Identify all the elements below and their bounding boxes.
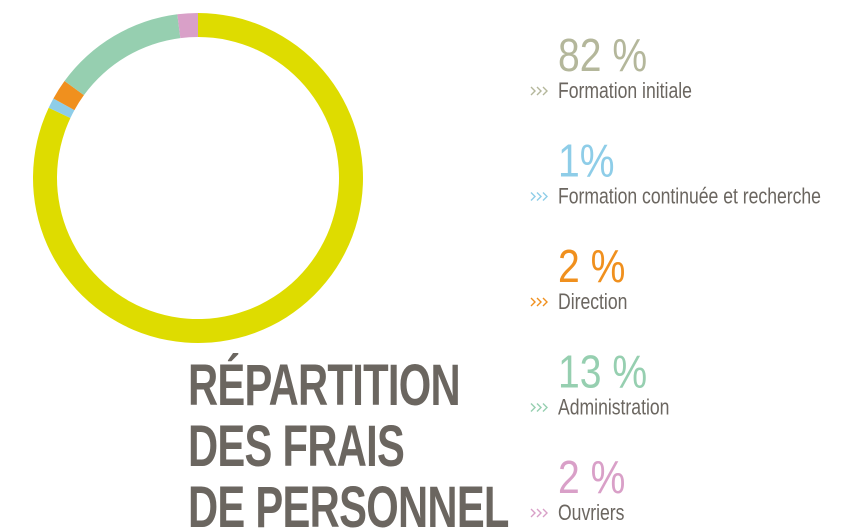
category-label: Direction — [558, 290, 627, 314]
chevron — [542, 86, 548, 96]
legend-name: Ouvriers — [558, 501, 624, 525]
chevron — [536, 403, 542, 412]
legend: 82 %Formation initiale 1%Formation contin… — [530, 30, 821, 526]
value-label: 1% — [558, 136, 615, 188]
legend-value: 2 % — [558, 452, 625, 504]
chevron — [536, 297, 542, 307]
title-line: DES FRAIS — [188, 413, 404, 478]
category-label: Ouvriers — [558, 501, 624, 525]
category-label: Formation initiale — [558, 79, 692, 103]
chevron — [542, 508, 548, 518]
legend-value: 2 % — [558, 241, 625, 293]
chevron — [530, 192, 536, 201]
title-line: DE PERSONNEL — [188, 474, 509, 531]
category-label: Formation continuée et recherche — [558, 185, 821, 209]
donut-segment — [64, 14, 181, 96]
value-label: 2 % — [558, 452, 625, 504]
category-label: Administration — [558, 396, 669, 420]
donut-segment — [48, 98, 75, 118]
chevron — [530, 297, 536, 307]
chevron — [542, 297, 548, 307]
chevron — [542, 192, 548, 201]
chevron — [536, 192, 542, 201]
donut-segment — [177, 13, 198, 39]
chevron — [536, 86, 542, 96]
legend-name: Formation continuée et recherche — [558, 185, 821, 209]
chevron — [530, 508, 536, 518]
legend-value: 1% — [558, 136, 615, 188]
legend-value: 13 % — [558, 347, 647, 399]
legend-value: 82 % — [558, 30, 647, 82]
chevron — [530, 403, 536, 412]
donut — [33, 13, 364, 343]
chevron — [530, 86, 536, 96]
legend-name: Formation initiale — [558, 79, 692, 103]
title-line: RÉPARTITION — [188, 352, 460, 417]
donut-segment — [53, 81, 84, 111]
value-label: 13 % — [558, 347, 647, 399]
legend-name: Direction — [558, 290, 627, 314]
value-label: 82 % — [558, 30, 647, 82]
chevron — [536, 508, 542, 518]
legend-name: Administration — [558, 396, 669, 420]
chevron — [542, 403, 548, 412]
value-label: 2 % — [558, 241, 625, 293]
